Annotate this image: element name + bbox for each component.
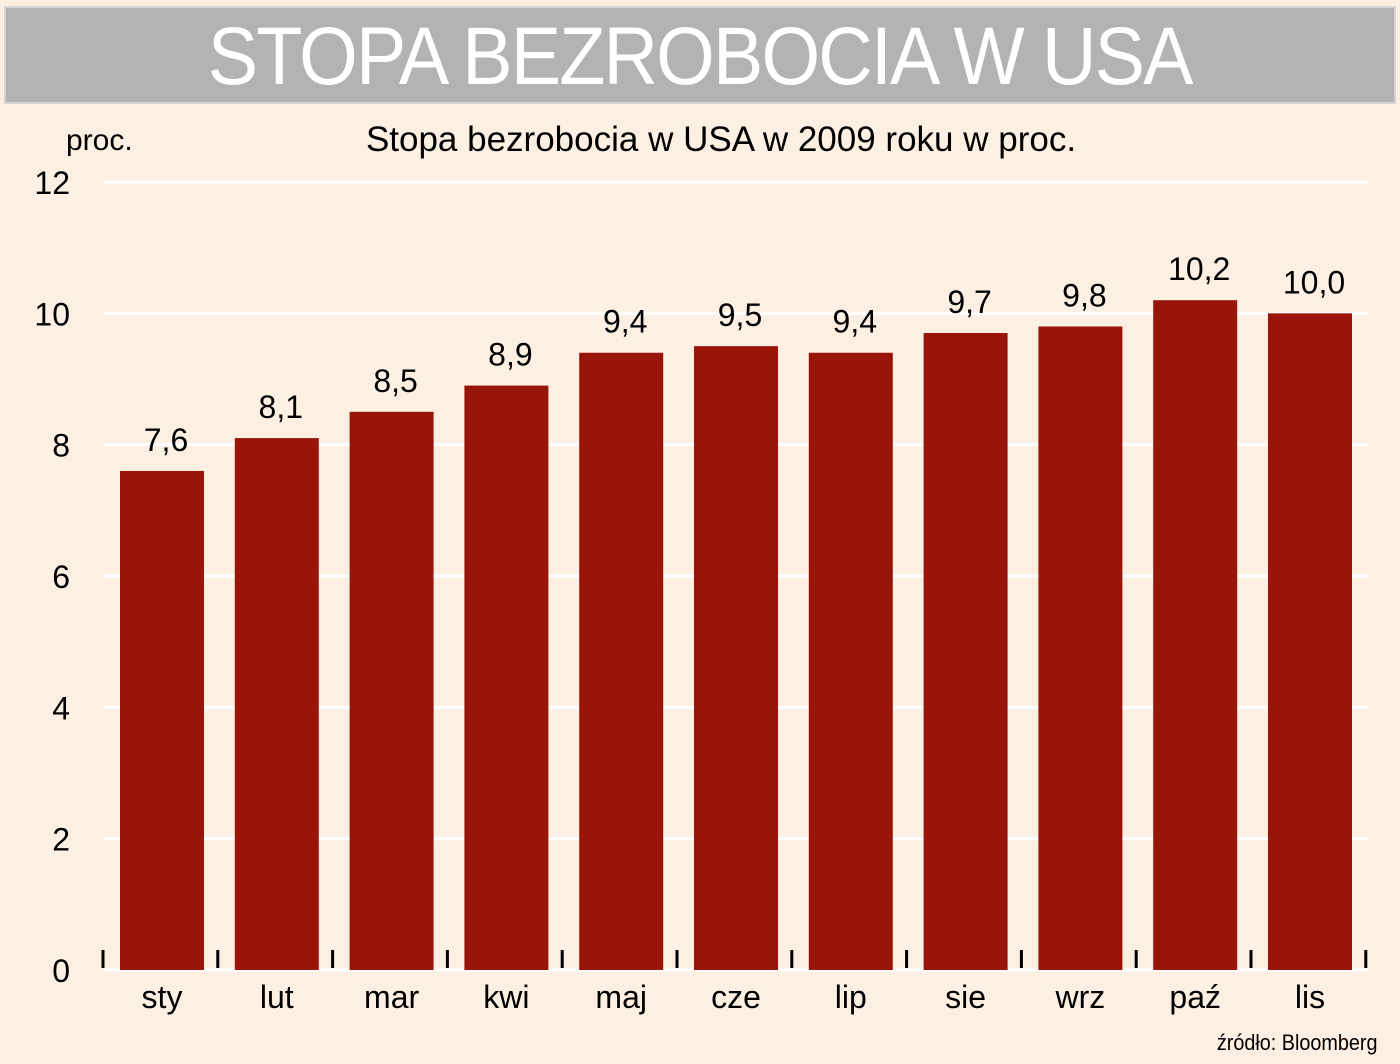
- bar: [694, 346, 778, 971]
- bar: [923, 333, 1008, 970]
- y-tick-label: 0: [52, 953, 70, 989]
- bar-value-label: 8,9: [488, 337, 532, 373]
- x-category-label: lut: [260, 979, 294, 1015]
- x-category-label: mar: [364, 979, 419, 1015]
- source-note: źródło: Bloomberg: [1217, 1030, 1378, 1055]
- y-tick-label: 8: [52, 428, 70, 464]
- banner-box: STOPA BEZROBOCIA W USA: [4, 6, 1396, 104]
- y-axis-unit-label: proc.: [66, 124, 133, 157]
- bar: [808, 352, 893, 970]
- banner: STOPA BEZROBOCIA W USA: [0, 0, 1400, 108]
- bar-value-label: 9,8: [1062, 277, 1106, 313]
- bar: [120, 470, 204, 970]
- bar-value-label: 10,0: [1283, 264, 1345, 300]
- bar-value-label: 10,2: [1168, 251, 1230, 287]
- bar: [579, 352, 664, 970]
- bar: [349, 411, 434, 970]
- x-category-label: maj: [595, 979, 647, 1015]
- banner-title: STOPA BEZROBOCIA W USA: [208, 11, 1194, 102]
- y-tick-label: 10: [34, 296, 70, 332]
- y-tick-label: 12: [34, 165, 70, 201]
- x-category-label: sty: [142, 979, 183, 1015]
- x-category-label: lip: [835, 979, 867, 1015]
- x-category-label: wrz: [1055, 979, 1106, 1015]
- bar-value-label: 9,5: [718, 297, 762, 333]
- x-category-label: sie: [945, 979, 986, 1015]
- bar: [1268, 313, 1352, 970]
- bar-value-label: 9,4: [833, 304, 877, 340]
- bar-value-label: 7,6: [144, 422, 188, 458]
- bar: [464, 385, 549, 971]
- y-tick-label: 2: [52, 822, 70, 858]
- bar: [1153, 300, 1238, 970]
- y-tick-label: 6: [52, 559, 70, 595]
- y-tick-label: 4: [52, 690, 70, 726]
- bar-value-label: 9,7: [947, 284, 991, 320]
- bar-value-label: 8,5: [373, 363, 417, 399]
- x-category-label: lis: [1295, 979, 1325, 1015]
- x-category-label: cze: [711, 979, 761, 1015]
- bar: [234, 438, 319, 971]
- bar-value-label: 8,1: [259, 389, 303, 425]
- chart-title: Stopa bezrobocia w USA w 2009 roku w pro…: [365, 120, 1077, 159]
- x-category-label: paź: [1169, 979, 1221, 1015]
- x-category-label: kwi: [483, 979, 529, 1015]
- bar: [1038, 326, 1123, 970]
- bar-value-label: 9,4: [603, 304, 647, 340]
